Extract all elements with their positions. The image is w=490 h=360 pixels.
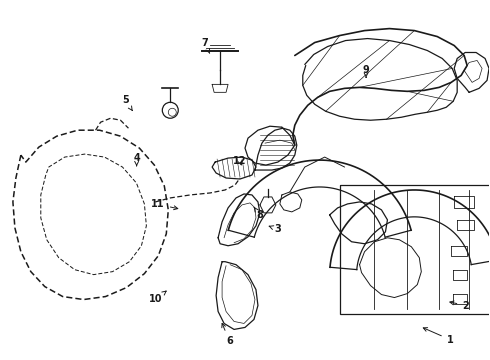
- Text: 12: 12: [233, 156, 247, 166]
- Text: 9: 9: [363, 64, 369, 77]
- Bar: [340, 185, 490, 315]
- Text: 7: 7: [201, 38, 210, 53]
- Text: 11: 11: [151, 199, 178, 210]
- Text: 6: 6: [222, 323, 233, 346]
- Text: 1: 1: [423, 328, 453, 345]
- Text: 10: 10: [149, 291, 166, 304]
- Text: 2: 2: [450, 301, 469, 311]
- Text: 5: 5: [122, 95, 132, 111]
- Text: 8: 8: [254, 207, 263, 220]
- Text: 4: 4: [133, 153, 140, 166]
- Text: 3: 3: [269, 225, 282, 234]
